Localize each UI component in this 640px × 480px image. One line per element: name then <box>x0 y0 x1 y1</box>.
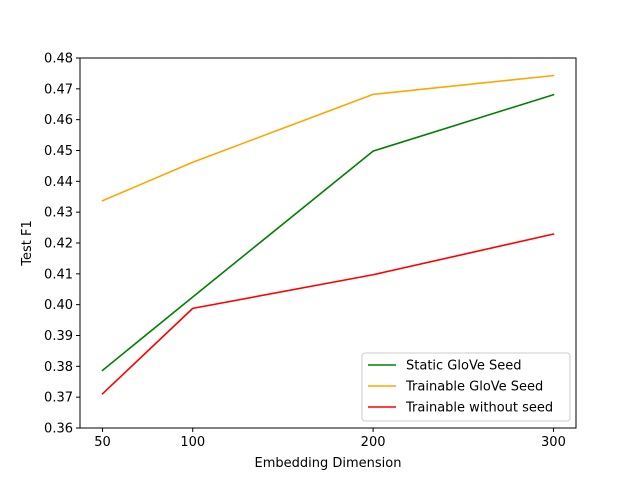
legend-label: Trainable without seed <box>405 401 553 416</box>
legend-frame <box>361 352 571 422</box>
y-tick-label: 0.45 <box>44 144 73 159</box>
x-tick-label: 300 <box>541 435 566 450</box>
y-tick-label: 0.39 <box>44 329 73 344</box>
legend: Static GloVe Seed Trainable GloVe Seed Tra… <box>361 352 571 422</box>
y-tick-label: 0.46 <box>44 113 73 128</box>
legend-label: Trainable GloVe Seed <box>405 380 543 395</box>
y-tick-label: 0.43 <box>44 206 73 221</box>
x-tick-label: 200 <box>361 435 386 450</box>
y-tick-label: 0.37 <box>44 391 73 406</box>
x-tick-label: 100 <box>180 435 205 450</box>
y-tick-label: 0.42 <box>44 237 73 252</box>
y-axis-label: Test F1 <box>20 220 35 266</box>
series-line-1 <box>101 93 555 372</box>
y-axis-ticks: 0.36 0.37 0.38 0.39 0.40 0.41 0.42 0.43 0.44 0.45… <box>44 52 80 437</box>
x-axis-label: Embedding Dimension <box>255 456 402 471</box>
series-layer <box>101 74 555 395</box>
y-tick-label: 0.38 <box>44 360 73 375</box>
y-tick-label: 0.44 <box>44 175 73 190</box>
y-tick-label: 0.40 <box>44 298 73 313</box>
x-tick-label: 50 <box>94 435 111 450</box>
y-tick-label: 0.36 <box>44 422 73 437</box>
series-line-3 <box>101 233 555 395</box>
x-axis-ticks: 50 100 200 300 <box>94 428 566 450</box>
series-line-2 <box>101 74 555 202</box>
y-tick-label: 0.47 <box>44 82 73 97</box>
y-tick-label: 0.48 <box>44 52 73 67</box>
legend-label: Static GloVe Seed <box>406 359 521 374</box>
y-tick-label: 0.41 <box>44 267 73 282</box>
